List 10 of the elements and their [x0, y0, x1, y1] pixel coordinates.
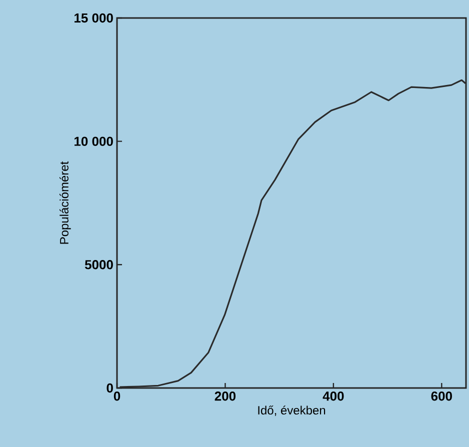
y-axis-title: Populációméret: [60, 161, 71, 244]
x-tick-label: 200: [214, 392, 236, 401]
x-tick-label: 600: [431, 392, 452, 401]
x-tick-label: 400: [322, 392, 344, 401]
x-axis-title: Idő, években: [258, 406, 326, 416]
x-tick-label: 0: [114, 392, 120, 401]
y-tick-label: 15 000: [74, 13, 113, 23]
y-tick-label: 0: [106, 383, 113, 393]
y-tick-label: 5000: [84, 260, 113, 270]
y-tick-label: 10 000: [74, 136, 113, 146]
